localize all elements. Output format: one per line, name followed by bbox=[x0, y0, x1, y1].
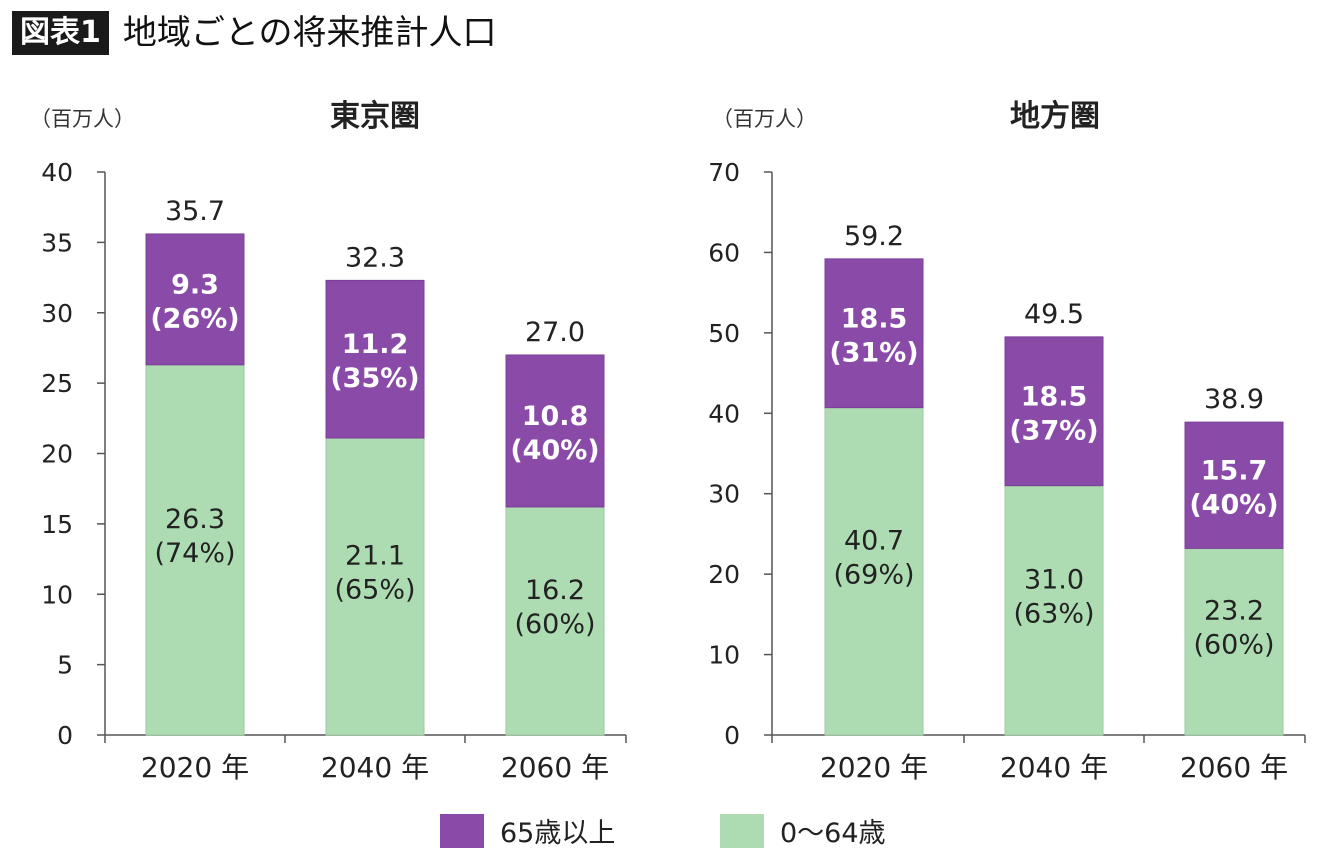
total-label: 35.7 bbox=[165, 196, 225, 227]
bar-working-age bbox=[505, 506, 605, 736]
total-label: 59.2 bbox=[844, 221, 904, 252]
legend-swatch bbox=[440, 814, 484, 848]
bar-working-age bbox=[325, 437, 425, 736]
y-tick-label: 20 bbox=[708, 560, 740, 589]
bar-senior bbox=[1004, 336, 1104, 487]
figure-title: 地域ごとの将来推計人口 bbox=[122, 13, 497, 53]
x-category-label: 2040 年 bbox=[321, 751, 429, 784]
y-tick-label: 30 bbox=[41, 299, 73, 328]
figure-header: 図表1 地域ごとの将来推計人口 bbox=[12, 8, 497, 58]
working-value-label: 16.2 bbox=[525, 575, 585, 606]
y-tick-label: 30 bbox=[708, 480, 740, 509]
y-tick-label: 70 bbox=[708, 158, 740, 187]
x-category-label: 2040 年 bbox=[1000, 751, 1108, 784]
bar-working-age bbox=[145, 364, 245, 736]
y-tick-label: 40 bbox=[708, 399, 740, 428]
legend: 65歳以上 0〜64歳 bbox=[440, 814, 886, 849]
charts-area: 東京圏 （百万人） 0 5 10 15 20 25 30 35 40 35.7 9.3(26%) 26.3… bbox=[30, 99, 1306, 784]
bar-working-age bbox=[1184, 547, 1284, 736]
senior-value-label: 18.5 bbox=[841, 303, 908, 334]
senior-share-label: (40%) bbox=[510, 435, 599, 466]
bar-senior bbox=[1184, 421, 1284, 549]
y-tick-label: 10 bbox=[708, 641, 740, 670]
y-tick-label: 20 bbox=[41, 440, 73, 469]
y-tick-label: 60 bbox=[708, 238, 740, 267]
bar-senior bbox=[824, 258, 924, 409]
senior-share-label: (26%) bbox=[150, 303, 239, 334]
working-share-label: (74%) bbox=[154, 538, 235, 569]
unit-label: （百万人） bbox=[712, 107, 817, 131]
legend-label: 65歳以上 bbox=[500, 818, 615, 849]
working-value-label: 26.3 bbox=[165, 504, 225, 535]
y-tick-label: 50 bbox=[708, 319, 740, 348]
total-label: 27.0 bbox=[525, 317, 585, 348]
y-tick-label: 40 bbox=[41, 158, 73, 187]
legend-label: 0〜64歳 bbox=[780, 818, 886, 849]
working-value-label: 31.0 bbox=[1024, 564, 1084, 595]
y-tick-label: 35 bbox=[41, 228, 73, 257]
working-share-label: (63%) bbox=[1013, 598, 1094, 629]
y-tick-label: 0 bbox=[724, 721, 740, 750]
legend-swatch bbox=[720, 814, 764, 848]
chart-title: 地方圏 bbox=[1010, 99, 1100, 134]
working-value-label: 23.2 bbox=[1204, 596, 1264, 627]
chart-panel-2: 地方圏（百万人）01020304050607059.218.5(31%)40.7… bbox=[708, 99, 1306, 784]
x-category-label: 2020 年 bbox=[820, 751, 928, 784]
working-value-label: 21.1 bbox=[345, 541, 405, 572]
working-value-label: 40.7 bbox=[844, 525, 904, 556]
y-tick-label: 0 bbox=[57, 721, 73, 750]
senior-share-label: (31%) bbox=[829, 337, 918, 368]
y-tick-label: 5 bbox=[57, 651, 73, 680]
total-label: 32.3 bbox=[345, 242, 405, 273]
chart-panel-1: 東京圏 （百万人） 0 5 10 15 20 25 30 35 40 35.7 9.3(26%) 26.3… bbox=[30, 99, 627, 784]
senior-value-label: 10.8 bbox=[522, 401, 589, 432]
unit-label: （百万人） bbox=[30, 107, 135, 131]
senior-value-label: 18.5 bbox=[1021, 381, 1088, 412]
working-share-label: (69%) bbox=[833, 559, 914, 590]
figure-badge: 図表1 bbox=[12, 11, 109, 55]
bar-senior bbox=[325, 279, 425, 439]
y-tick-label: 25 bbox=[41, 369, 73, 398]
senior-share-label: (37%) bbox=[1009, 415, 1098, 446]
bar-working-age bbox=[824, 407, 924, 736]
working-share-label: (60%) bbox=[514, 609, 595, 640]
senior-share-label: (35%) bbox=[330, 363, 419, 394]
senior-share-label: (40%) bbox=[1189, 489, 1278, 520]
y-tick-label: 15 bbox=[41, 510, 73, 539]
x-category-label: 2020 年 bbox=[141, 751, 249, 784]
y-tick-label: 10 bbox=[41, 580, 73, 609]
bar-working-age bbox=[1004, 485, 1104, 736]
bar-senior bbox=[145, 233, 245, 366]
total-label: 38.9 bbox=[1204, 384, 1264, 415]
senior-value-label: 15.7 bbox=[1201, 455, 1268, 486]
x-category-label: 2060 年 bbox=[501, 751, 609, 784]
bar-senior bbox=[505, 354, 605, 508]
total-label: 49.5 bbox=[1024, 299, 1084, 330]
working-share-label: (65%) bbox=[334, 575, 415, 606]
working-share-label: (60%) bbox=[1193, 630, 1274, 661]
senior-value-label: 11.2 bbox=[342, 329, 409, 360]
senior-value-label: 9.3 bbox=[171, 269, 219, 300]
chart-title: 東京圏 bbox=[330, 99, 420, 134]
x-category-label: 2060 年 bbox=[1180, 751, 1288, 784]
